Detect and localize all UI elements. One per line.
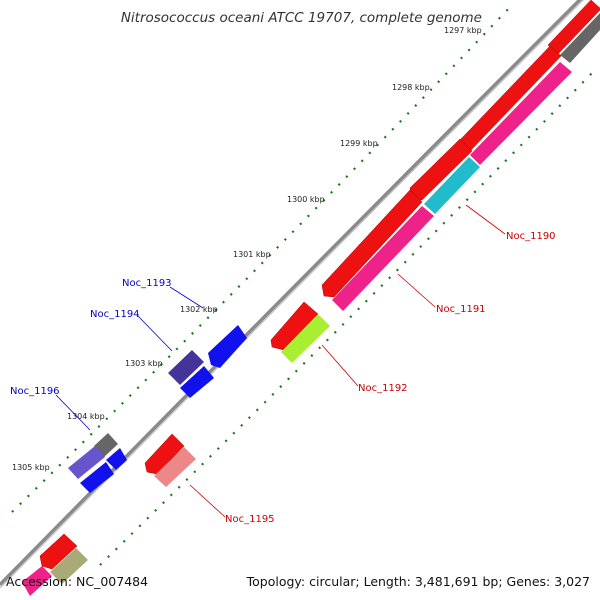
- gene-arrow[interactable]: [106, 448, 127, 470]
- tick-labels: 1297 kbp 1298 kbp 1299 kbp 1300 kbp 1301…: [12, 26, 482, 472]
- genome-backbone: [0, 0, 583, 587]
- gene-arrow[interactable]: [208, 325, 247, 368]
- tick-label: 1300 kbp: [287, 195, 325, 204]
- accession-text: Accession: NC_007484: [6, 574, 149, 589]
- gene-arrow[interactable]: [470, 62, 572, 165]
- gene-arrow[interactable]: [168, 350, 204, 385]
- gene-arrow[interactable]: [94, 433, 118, 457]
- gene-arrow[interactable]: [68, 446, 105, 479]
- tick-label: 1304 kbp: [67, 412, 105, 421]
- tick-label: 1297 kbp: [444, 26, 482, 35]
- gene-label[interactable]: Noc_1192: [358, 383, 408, 394]
- gene-arrow[interactable]: [560, 13, 600, 63]
- gene-label[interactable]: Noc_1191: [436, 304, 486, 315]
- genome-summary: Topology: circular; Length: 3,481,691 bp…: [246, 574, 590, 589]
- gene-arrow[interactable]: [321, 189, 423, 298]
- tick-label: 1298 kbp: [392, 83, 430, 92]
- gene-arrow[interactable]: [154, 447, 196, 487]
- gene-label[interactable]: Noc_1194: [90, 309, 140, 320]
- genome-title: Nitrosococcus oceani ATCC 19707, complet…: [120, 10, 482, 26]
- gene-arrow[interactable]: [50, 548, 88, 584]
- callout-line: [321, 344, 359, 387]
- gene-arrow[interactable]: [144, 433, 185, 475]
- gene-track-outer: [68, 325, 247, 493]
- gene-label[interactable]: Noc_1195: [225, 514, 275, 525]
- inner-tick-ring: [99, 69, 596, 566]
- gene-arrow[interactable]: [39, 533, 78, 570]
- outer-tick-ring: [11, 4, 513, 513]
- callout-line: [189, 484, 226, 518]
- gene-arrow[interactable]: [22, 566, 52, 596]
- callout-line: [137, 315, 173, 352]
- gene-arrow[interactable]: [80, 462, 114, 493]
- callout-line: [55, 394, 91, 431]
- tick-label: 1303 kbp: [125, 359, 163, 368]
- gene-arrow[interactable]: [180, 366, 214, 398]
- tick-label: 1299 kbp: [340, 139, 378, 148]
- gene-arrow[interactable]: [424, 157, 480, 214]
- callout-lines: [55, 204, 506, 518]
- gene-arrow[interactable]: [332, 206, 434, 311]
- callout-line: [169, 286, 204, 309]
- gene-label-group: Noc_1190 Noc_1191 Noc_1192 Noc_1193 Noc_…: [10, 231, 556, 525]
- gene-track-forward: [39, 0, 600, 570]
- gene-label[interactable]: Noc_1196: [10, 386, 60, 397]
- tick-label: 1302 kbp: [180, 305, 218, 314]
- gene-label[interactable]: Noc_1190: [506, 231, 556, 242]
- gene-arrow[interactable]: [281, 314, 330, 363]
- tick-label: 1301 kbp: [233, 250, 271, 259]
- gene-track-reverse: [22, 62, 572, 596]
- callout-line: [465, 204, 506, 235]
- gene-label[interactable]: Noc_1193: [122, 278, 172, 289]
- tick-label: 1305 kbp: [12, 463, 50, 472]
- callout-line: [397, 273, 436, 308]
